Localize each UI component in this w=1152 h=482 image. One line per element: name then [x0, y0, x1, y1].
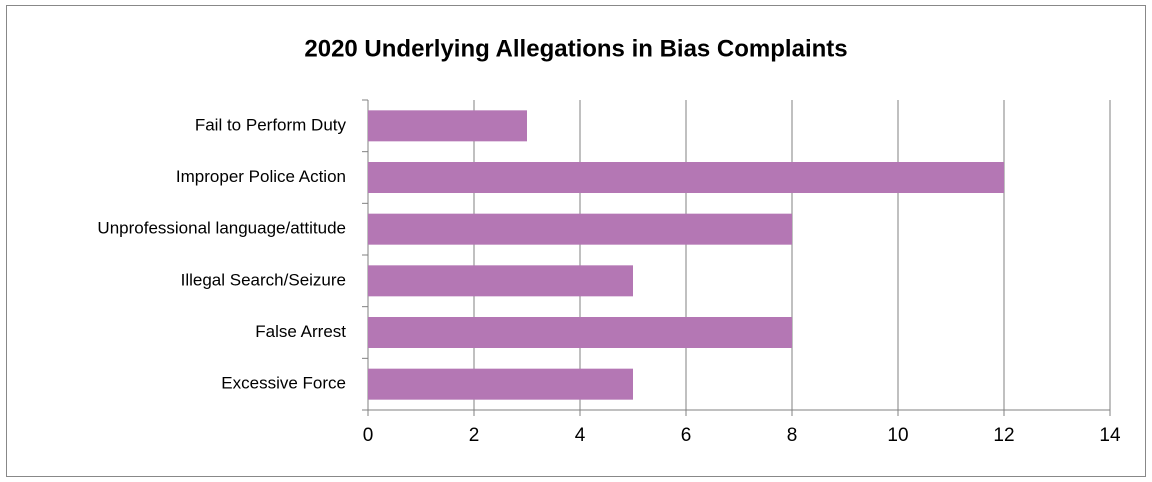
bar — [368, 368, 633, 400]
bar — [368, 317, 792, 348]
x-tick-label: 8 — [787, 425, 798, 446]
bar — [368, 110, 527, 142]
bar — [368, 265, 633, 297]
bar — [368, 162, 1004, 193]
x-tick-label: 4 — [575, 425, 586, 446]
x-tick-label: 12 — [993, 425, 1014, 446]
x-tick-label: 10 — [887, 425, 908, 446]
chart-title: 2020 Underlying Allegations in Bias Comp… — [304, 35, 847, 62]
x-tick-label: 14 — [1099, 425, 1121, 446]
x-tick-label: 6 — [681, 425, 692, 446]
y-tick-label: False Arrest — [255, 322, 346, 341]
x-tick-label: 0 — [363, 425, 374, 446]
y-tick-label: Illegal Search/Seizure — [181, 270, 346, 289]
y-tick-label: Improper Police Action — [176, 167, 346, 186]
x-tick-label: 2 — [469, 425, 480, 446]
bar — [368, 213, 792, 245]
y-tick-label: Unprofessional language/attitude — [97, 219, 346, 238]
y-tick-label: Excessive Force — [221, 374, 346, 393]
y-tick-label: Fail to Perform Duty — [195, 115, 347, 134]
